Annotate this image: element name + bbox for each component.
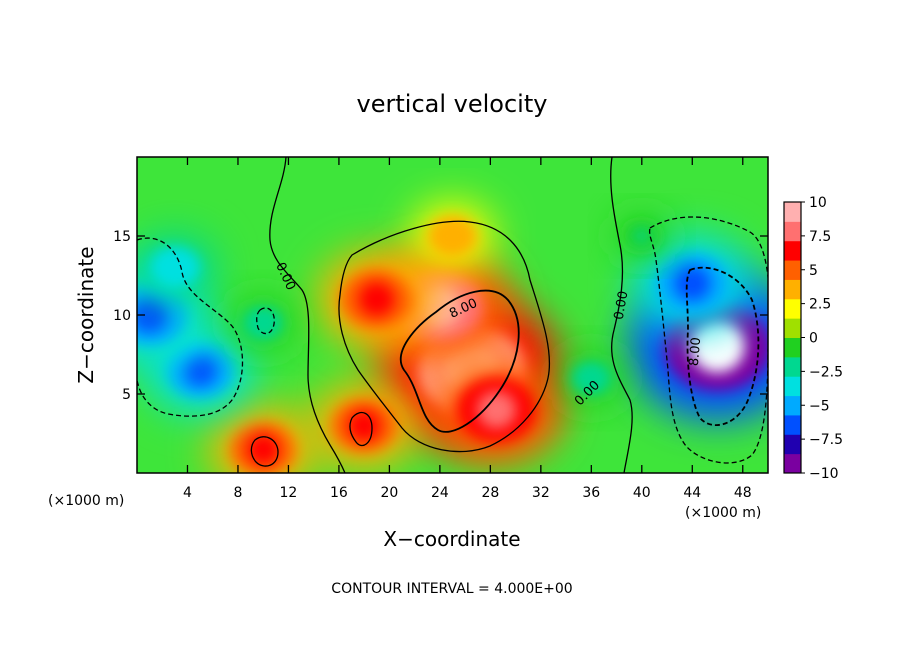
colorbar-tick-label: 7.5	[809, 229, 831, 245]
x-axis: 4 8 12 16 20 24 28 32 36 40 44 48	[183, 157, 752, 501]
colorbar-tick-label: 5	[809, 263, 818, 279]
contour-label-eight-downdraft: 8.00	[687, 337, 704, 367]
colorbar-swatch	[784, 279, 801, 300]
neg-four-contour-right	[648, 216, 768, 464]
small-contour-3	[349, 411, 373, 447]
y-tick-label: 15	[113, 229, 131, 245]
field-feature-3	[430, 355, 563, 464]
colorbar-swatch	[784, 453, 801, 474]
field-feature-4	[410, 202, 495, 270]
x-unit-label-left: (×1000 m)	[48, 493, 124, 509]
colorbar-tick-label: −2.5	[809, 364, 843, 380]
colorbar-tick-label: 0	[809, 331, 818, 347]
x-tick-label: 36	[582, 485, 600, 501]
contour-lines	[137, 157, 768, 473]
colorbar-tick-label: −10	[809, 466, 839, 482]
colorbar-swatch	[784, 260, 801, 280]
y-axis: 5 10 15	[113, 229, 768, 403]
field-core	[581, 368, 602, 388]
x-tick-label: 16	[330, 485, 348, 501]
field-core	[674, 266, 711, 301]
zero-contour-left	[269, 157, 346, 473]
field-feature-6	[310, 381, 419, 470]
colorbar-swatch	[784, 356, 801, 377]
colorbar-swatch	[784, 395, 801, 416]
x-axis-label: X−coordinate	[383, 527, 520, 551]
contour-interval: CONTOUR INTERVAL = 4.000E+00	[331, 581, 572, 597]
colorbar: 10 7.5 5 2.5 0 −2.5 −5 −7.5 −10	[783, 195, 843, 482]
x-tick-label: 32	[532, 485, 550, 501]
eight-contour-updraft	[399, 289, 520, 433]
plot-area	[137, 157, 768, 473]
colorbar-tick-label: −7.5	[809, 432, 843, 448]
colorbar-swatch	[784, 337, 801, 358]
four-contour-updraft	[338, 220, 551, 453]
field-core	[253, 313, 274, 333]
x-tick-label: 20	[380, 485, 398, 501]
colorbar-swatch	[784, 240, 801, 261]
colorbar-tick-label: 2.5	[809, 297, 831, 313]
field-feature-2	[316, 250, 437, 349]
x-tick-label: 8	[233, 485, 242, 501]
neg-four-contour-left	[137, 237, 244, 417]
x-tick-label: 12	[280, 485, 298, 501]
field-core	[183, 354, 217, 386]
small-contour-1	[256, 307, 275, 335]
colorbar-swatch	[784, 414, 801, 435]
colorbar-swatch	[784, 318, 801, 338]
colorbar-swatch	[784, 376, 801, 397]
small-contour-2	[250, 436, 279, 467]
colorbar-swatch	[784, 434, 801, 455]
colorbar-tick-label: −5	[809, 398, 830, 414]
field-feature-13	[558, 351, 625, 405]
field-feature-11	[137, 233, 217, 302]
x-tick-label: 48	[734, 485, 752, 501]
colorbar-tick-label: 10	[809, 195, 827, 211]
eight-contour-downdraft	[685, 266, 760, 427]
field-core	[690, 320, 745, 373]
x-unit-label-right: (×1000 m)	[685, 505, 761, 521]
colorbar-swatch	[784, 202, 801, 222]
x-tick-label: 28	[481, 485, 499, 501]
zero-contour-right	[610, 157, 633, 473]
field-feature-14	[614, 214, 669, 258]
field-core	[162, 255, 188, 280]
x-tick-label: 44	[683, 485, 701, 501]
x-tick-label: 24	[431, 485, 449, 501]
y-axis-label: Z−coordinate	[74, 246, 98, 383]
contour-label-zero-right: 0.00	[612, 290, 632, 321]
x-tick-label: 40	[633, 485, 651, 501]
colorbar-swatch	[784, 221, 801, 242]
y-tick-label: 5	[122, 387, 131, 403]
x-tick-label: 4	[183, 485, 192, 501]
field-core	[633, 228, 650, 244]
y-tick-label: 10	[113, 308, 131, 324]
field-core	[476, 390, 517, 429]
field-core	[358, 282, 395, 317]
field-core	[137, 297, 168, 333]
colorbar-swatch	[784, 298, 801, 319]
field-core	[439, 224, 466, 248]
field-feature-5	[209, 405, 318, 473]
field-core	[247, 433, 280, 465]
chart-title: vertical velocity	[357, 90, 548, 118]
